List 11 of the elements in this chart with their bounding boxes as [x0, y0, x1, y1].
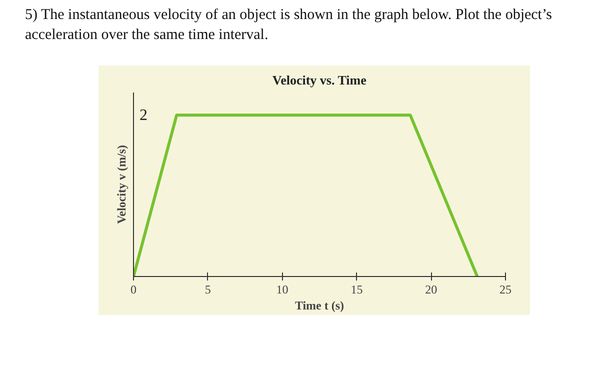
text: 5) The instantaneous velocity of an object is shown in the graph below. Plot the object’s acceleration over the same time interval.: [25, 6, 553, 46]
x-tick-label: 10: [276, 282, 288, 296]
x-tick-label: 15: [350, 282, 363, 296]
x-axis-title: Time t (s): [294, 298, 344, 312]
x-tick-label: 0: [130, 282, 136, 296]
chart-title: Velocity vs. Time: [272, 72, 367, 87]
x-tick-label: 25: [500, 282, 512, 296]
annotation: 2: [140, 106, 148, 124]
x-tick-label: 5: [204, 282, 211, 296]
y-axis-title: Velocity v (m/s): [114, 144, 128, 224]
x-tick-label: 20: [425, 282, 438, 296]
